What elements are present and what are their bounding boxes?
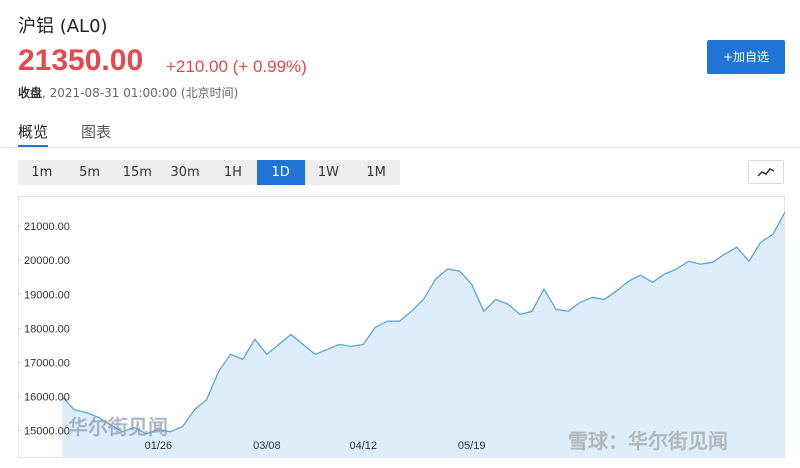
y-tick-label: 20000.00 — [24, 255, 70, 267]
x-tick-label: 03/08 — [253, 440, 281, 452]
chart: 15000.00 16000.00 17000.00 18000.00 19000.00… — [18, 196, 785, 458]
period-button[interactable]: 30m — [170, 165, 200, 180]
close-label: 收盘 — [18, 86, 43, 100]
period-button[interactable]: 5m — [79, 165, 101, 180]
period-button[interactable]: 1W — [317, 165, 339, 180]
period-button[interactable]: 1m — [31, 165, 53, 180]
tab[interactable]: 概览 — [18, 123, 49, 141]
y-tick-label: 15000.00 — [24, 426, 70, 438]
x-tick-label: 01/26 — [145, 440, 173, 452]
y-tick-label: 19000.00 — [24, 289, 70, 301]
price-change: +210.00 (+ 0.99%) — [166, 57, 307, 76]
chart-type-button[interactable] — [748, 160, 784, 184]
x-tick-label: 05/19 — [458, 440, 486, 452]
tab-divider — [0, 147, 800, 148]
period-button[interactable]: 15m — [122, 165, 152, 180]
y-tick-label: 21000.00 — [24, 221, 70, 233]
watermark: 华尔街见闻 — [68, 415, 168, 439]
period-button[interactable]: 1H — [223, 165, 242, 180]
y-tick-label: 18000.00 — [24, 323, 70, 335]
x-tick-label: 04/12 — [349, 440, 377, 452]
status: 收盘, 2021-08-31 01:00:00 (北京时间) — [18, 84, 238, 101]
watermark: 雪球：华尔街见闻 — [568, 429, 728, 453]
line — [61, 211, 785, 435]
line-icon — [757, 168, 775, 177]
period-button[interactable]: 1M — [366, 165, 386, 180]
price: 21350.00 — [18, 44, 144, 77]
timestamp: , 2021-08-31 01:00:00 (北京时间) — [42, 86, 239, 100]
y-tick-label: 17000.00 — [24, 357, 70, 369]
period-button[interactable]: 1D — [256, 160, 305, 185]
y-tick-label: 16000.00 — [24, 392, 70, 404]
tab[interactable]: 图表 — [81, 123, 112, 141]
area — [62, 212, 785, 458]
add-watchlist-button[interactable]: +加自选 — [707, 40, 785, 74]
period-selector: 1m 5m 15m 30m 1H 1D 1W 1M — [18, 160, 400, 185]
instrument-name: 沪铝 (AL0) — [18, 16, 108, 37]
tab-underline — [18, 145, 48, 147]
